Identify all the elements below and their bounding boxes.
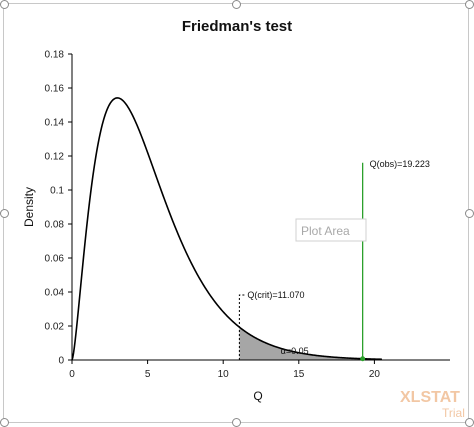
- y-tick-label: 0.08: [45, 220, 65, 231]
- x-tick-label: 5: [145, 369, 151, 380]
- y-axis-label: Density: [22, 187, 36, 227]
- resize-handle-top-right[interactable]: [465, 0, 474, 9]
- y-tick-label: 0.02: [45, 322, 65, 333]
- resize-handle-middle-left[interactable]: [0, 209, 9, 218]
- plot-area-tooltip-text: Plot Area: [301, 224, 350, 238]
- y-tick-label: 0.06: [45, 254, 65, 265]
- chart-title: Friedman's test: [182, 18, 292, 35]
- y-tick-label: 0.12: [45, 152, 65, 163]
- y-tick-label: 0.04: [45, 288, 65, 299]
- y-tick-label: 0.18: [45, 50, 65, 61]
- critical-value-label: Q(crit)=11.070: [247, 290, 304, 300]
- observed-value-label: Q(obs)=19.223: [370, 159, 430, 169]
- y-axis-ticks: 0 0.02 0.04 0.06 0.08 0.1 0.12 0.14 0.16 0.18: [45, 50, 72, 367]
- density-curve: [71, 97, 382, 361]
- resize-handle-bottom-center[interactable]: [232, 418, 241, 427]
- resize-handle-bottom-right[interactable]: [465, 418, 474, 427]
- x-tick-label: 20: [369, 369, 381, 380]
- resize-handle-bottom-left[interactable]: [0, 418, 9, 427]
- y-tick-label: 0.14: [45, 118, 65, 129]
- rejection-region: [239, 327, 382, 360]
- resize-handle-middle-right[interactable]: [465, 209, 474, 218]
- chart-area[interactable]: [3, 3, 469, 423]
- x-axis-label: Q: [253, 389, 262, 403]
- resize-handle-top-left[interactable]: [0, 0, 9, 9]
- alpha-label: α=0.05: [281, 346, 309, 356]
- watermark-trial: Trial: [442, 406, 465, 420]
- watermark-xlstat: XLSTAT: [400, 389, 460, 406]
- y-tick-label: 0.1: [50, 186, 64, 197]
- plot-area-tooltip: Plot Area: [295, 218, 367, 242]
- y-tick-label: 0.16: [45, 84, 65, 95]
- critical-value-marker: [238, 294, 245, 360]
- x-tick-label: 15: [293, 369, 305, 380]
- x-axis-ticks: 0 5 10 15 20: [69, 360, 380, 380]
- resize-handle-top-center[interactable]: [232, 0, 241, 9]
- observed-value-point: [360, 356, 366, 362]
- x-tick-label: 0: [69, 369, 75, 380]
- y-tick-label: 0: [58, 356, 64, 367]
- x-tick-label: 10: [218, 369, 230, 380]
